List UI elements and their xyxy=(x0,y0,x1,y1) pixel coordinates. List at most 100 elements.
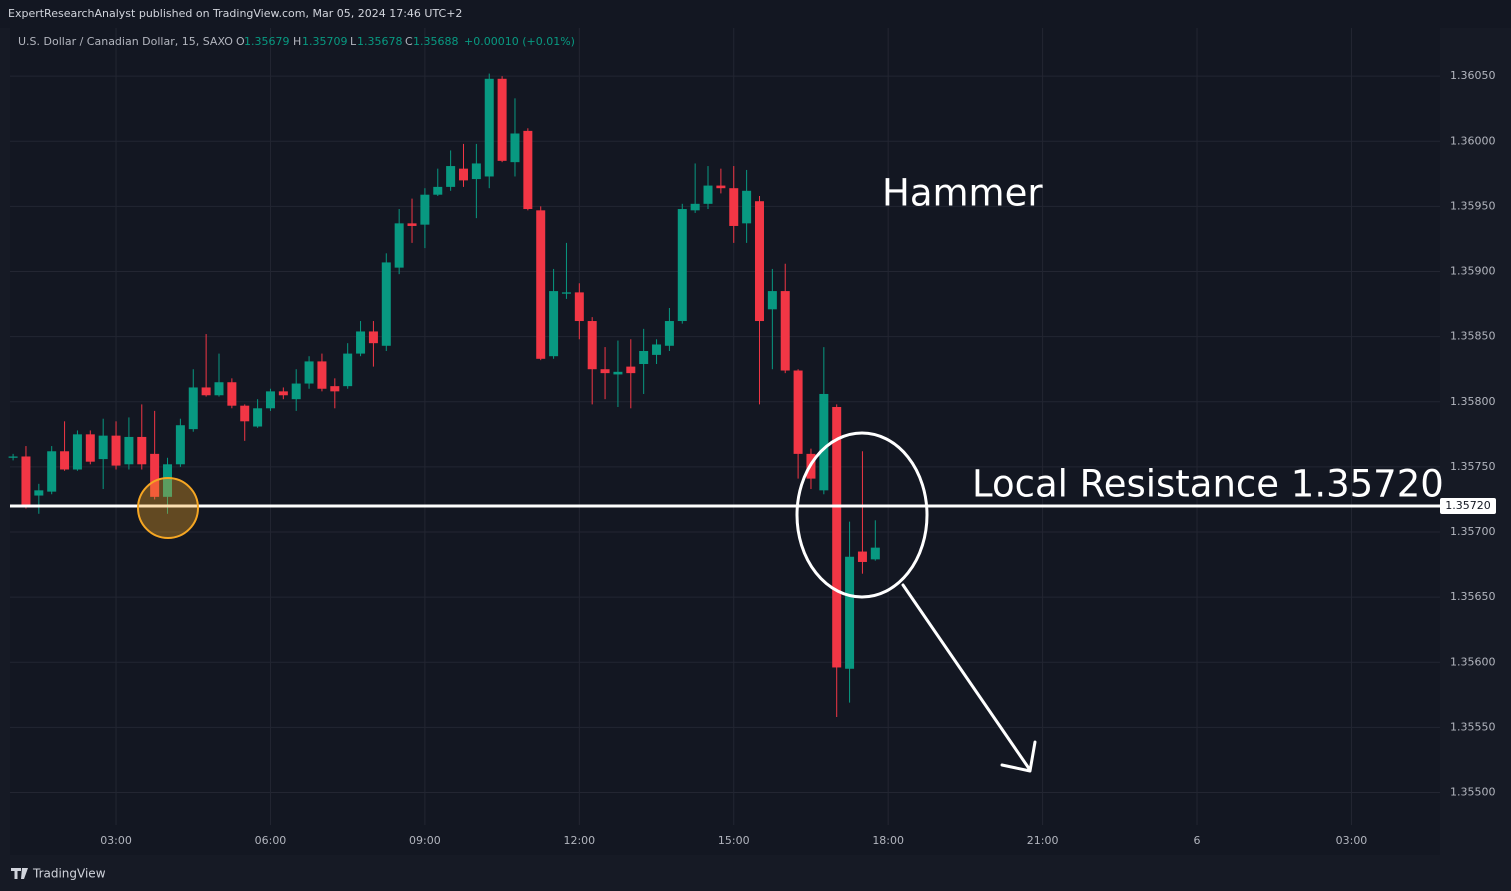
candle-body xyxy=(227,382,237,406)
candle-body xyxy=(60,451,70,470)
candle-body xyxy=(381,262,391,346)
candle-body xyxy=(819,393,829,491)
candle-body xyxy=(47,451,57,492)
y-tick-label: 1.35850 xyxy=(1450,330,1496,343)
candle-body xyxy=(368,331,378,344)
candle-body xyxy=(85,434,95,462)
candle-body xyxy=(639,350,649,365)
y-tick-label: 1.35600 xyxy=(1450,655,1496,668)
y-tick-label: 1.36050 xyxy=(1450,69,1496,82)
hammer-ellipse xyxy=(795,431,929,599)
candle-body xyxy=(832,406,842,668)
chart-pane xyxy=(10,28,1440,855)
candle-body xyxy=(703,185,713,204)
arrow xyxy=(901,583,1037,773)
y-tick-label: 1.35750 xyxy=(1450,460,1496,473)
candle-body xyxy=(690,203,700,211)
x-tick-label: 6 xyxy=(1194,834,1201,847)
x-tick-label: 21:00 xyxy=(1027,834,1059,847)
candle-body xyxy=(98,435,108,460)
y-tick-label: 1.35650 xyxy=(1450,590,1496,603)
annotation: Local Resistance 1.35720 xyxy=(972,463,1444,506)
candle-body xyxy=(600,369,610,374)
candle-body xyxy=(857,551,867,562)
x-tick-label: 09:00 xyxy=(409,834,441,847)
x-tick-label: 15:00 xyxy=(718,834,750,847)
x-tick-label: 06:00 xyxy=(255,834,287,847)
candle-body xyxy=(407,223,417,226)
candle-body xyxy=(510,133,520,163)
y-tick-label: 1.35950 xyxy=(1450,199,1496,212)
candle-body xyxy=(330,386,340,392)
candle-body xyxy=(754,201,764,322)
candle-body xyxy=(201,387,211,396)
candle-body xyxy=(394,223,404,268)
candle-body xyxy=(278,391,288,396)
change: +0.00010 (+0.01%) xyxy=(464,35,575,48)
candle-body xyxy=(767,291,777,310)
candle-body xyxy=(484,78,494,177)
candle-body xyxy=(111,435,121,466)
ohlc-value: 1.35678 xyxy=(357,35,403,48)
candle-body xyxy=(8,456,18,458)
candle-body xyxy=(574,292,584,322)
ohlc-label: O xyxy=(236,35,245,48)
candle-body xyxy=(652,344,662,355)
candle-body xyxy=(742,190,752,224)
candle-body xyxy=(845,556,855,669)
candle-body xyxy=(124,436,134,465)
ohlc-label: L xyxy=(350,35,357,48)
y-tick-label: 1.35800 xyxy=(1450,395,1496,408)
ohlc-value: 1.35688 xyxy=(413,35,459,48)
candle-body xyxy=(72,434,82,470)
candle-body xyxy=(188,387,198,430)
candle-body xyxy=(163,464,173,497)
top-bar xyxy=(0,0,1511,28)
candle-body xyxy=(459,168,469,181)
candle-body xyxy=(677,209,687,322)
candle-body xyxy=(420,194,430,225)
candle-body xyxy=(471,163,481,180)
ohlc-value: 1.35709 xyxy=(302,35,348,48)
candle-body xyxy=(549,291,559,357)
candle-body xyxy=(21,456,31,508)
candle-body xyxy=(214,382,224,396)
candle-body xyxy=(240,405,250,422)
x-tick-label: 12:00 xyxy=(563,834,595,847)
candle-body xyxy=(317,361,327,389)
candle-body xyxy=(34,490,44,496)
y-tick-label: 1.35700 xyxy=(1450,525,1496,538)
candle-body xyxy=(536,210,546,359)
x-tick-label: 03:00 xyxy=(100,834,132,847)
symbol: U.S. Dollar / Canadian Dollar, 15, SAXO xyxy=(18,35,233,48)
price-tag xyxy=(1440,497,1496,514)
candle-body xyxy=(433,186,443,195)
candle-body xyxy=(587,321,597,370)
candle-body xyxy=(304,361,314,384)
candle-body xyxy=(343,353,353,387)
candle-body xyxy=(265,391,275,409)
candle-body xyxy=(626,366,636,374)
candle-body xyxy=(137,436,147,465)
y-tick-label: 1.35500 xyxy=(1450,785,1496,798)
candle-body xyxy=(523,130,533,210)
ohlc-label: H xyxy=(293,35,301,48)
price-tag-label: 1.35720 xyxy=(1445,499,1491,512)
y-tick-label: 1.35900 xyxy=(1450,265,1496,278)
candle-body xyxy=(253,408,263,427)
candle-body xyxy=(729,188,739,226)
candle-body xyxy=(356,331,366,354)
x-tick-label: 03:00 xyxy=(1336,834,1368,847)
brand-logo xyxy=(11,868,28,879)
candle-body xyxy=(291,383,301,400)
candles xyxy=(8,73,1440,717)
x-tick-label: 18:00 xyxy=(872,834,904,847)
candle-body xyxy=(561,292,571,294)
highlight-circle xyxy=(137,477,199,539)
ohlc-value: 1.35679 xyxy=(244,35,290,48)
candle-body xyxy=(446,166,456,187)
brand: TradingView xyxy=(32,867,106,881)
published-line: ExpertResearchAnalyst published on Tradi… xyxy=(8,7,462,20)
annotation: Hammer xyxy=(882,172,1043,215)
